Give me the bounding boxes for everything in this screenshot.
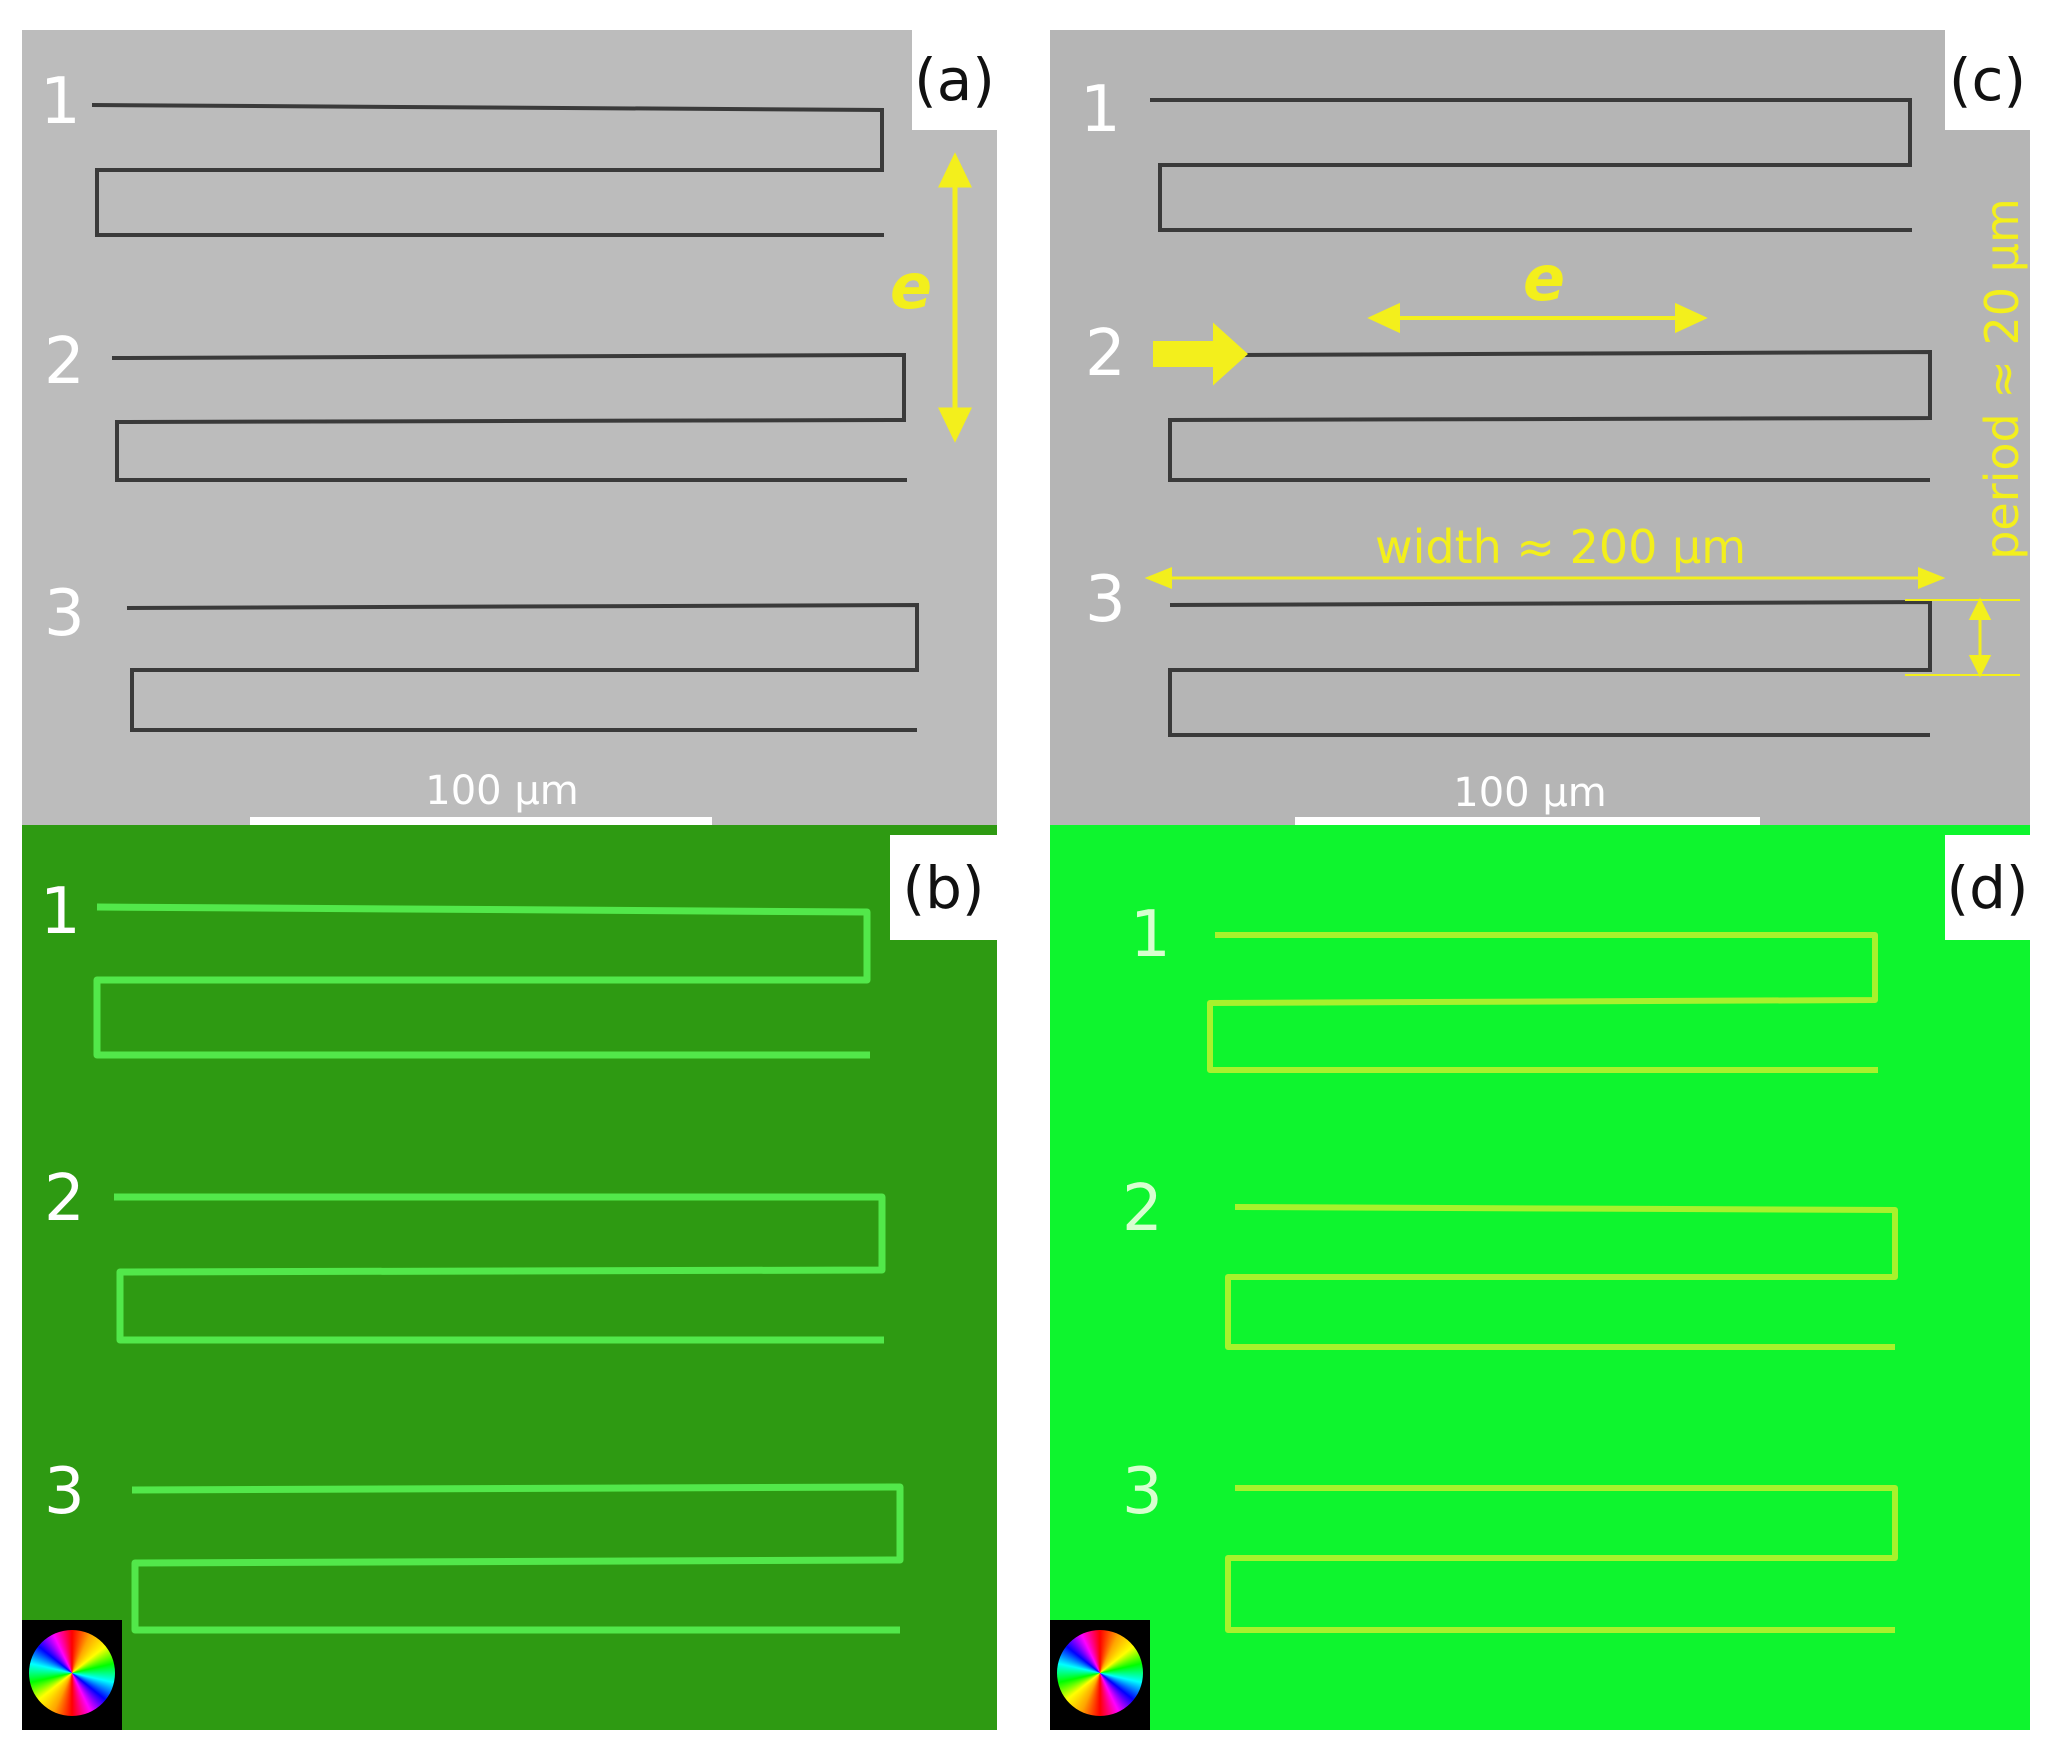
panel-d-traces	[1207, 932, 1898, 1633]
serpentine-2	[1225, 1204, 1898, 1350]
panel-label: (c)	[1945, 30, 2030, 130]
e-annotation: e	[890, 250, 933, 323]
serpentine-1	[1207, 932, 1878, 1073]
scale-text: 100 µm	[425, 768, 579, 814]
panel-a-traces	[91, 103, 972, 732]
serpentine-3	[126, 602, 919, 732]
period-annotation: period ≈ 20 µm	[1975, 198, 2029, 560]
start-arrow	[1153, 322, 1248, 386]
row-label-1: 1	[1130, 898, 1171, 972]
color-wheel-icon	[1057, 1630, 1143, 1716]
row-label-1: 1	[40, 875, 81, 949]
serpentine-2	[111, 352, 907, 482]
period-head-top	[1968, 597, 1992, 620]
row-label-3: 3	[44, 1455, 85, 1529]
serpentine-3	[131, 1483, 904, 1634]
row-label-2: 2	[44, 325, 85, 399]
panel-a: 1 2 3 e 100 µm (a)	[22, 30, 997, 825]
e-arrow-head-top	[938, 152, 972, 188]
row-label-2: 2	[1122, 1172, 1163, 1246]
serpentine-1	[1150, 98, 1912, 232]
e-arrow-head-right	[1675, 302, 1708, 334]
color-wheel-icon	[29, 1630, 115, 1716]
scale-text: 100 µm	[1453, 770, 1607, 816]
panel-c-traces	[1144, 98, 2020, 737]
row-label-2: 2	[1085, 317, 1126, 391]
scale-bar	[1295, 817, 1760, 825]
row-label-1: 1	[1080, 73, 1121, 147]
period-head-bottom	[1968, 655, 1992, 678]
serpentine-2	[1168, 349, 1932, 482]
row-label-3: 3	[44, 577, 85, 651]
panel-c: 1 2 3 e width ≈ 200 µm period ≈ 20 µm 10…	[1050, 30, 2030, 825]
e-annotation: e	[1523, 242, 1566, 315]
panel-b: 1 2 3 (b)	[22, 825, 997, 1730]
serpentine-3	[1168, 599, 1932, 737]
panel-d: 1 2 3 (d)	[1050, 825, 2030, 1730]
serpentine-1	[91, 103, 884, 237]
panel-b-traces	[93, 903, 904, 1634]
row-label-3: 3	[1085, 563, 1126, 637]
row-label-3: 3	[1122, 1455, 1163, 1529]
row-label-2: 2	[44, 1162, 85, 1236]
panel-label: (d)	[1945, 835, 2030, 940]
width-annotation: width ≈ 200 µm	[1375, 520, 1747, 574]
width-head-left	[1144, 567, 1172, 589]
row-label-1: 1	[40, 65, 81, 139]
width-head-right	[1918, 567, 1946, 589]
serpentine-3	[1225, 1485, 1898, 1633]
panel-label: (b)	[890, 835, 997, 940]
e-arrow-head-left	[1367, 302, 1400, 334]
e-arrow-head-bottom	[938, 407, 972, 443]
serpentine-2	[114, 1193, 886, 1344]
scale-bar	[250, 817, 712, 825]
serpentine-1	[93, 903, 871, 1059]
panel-label: (a)	[912, 30, 997, 130]
